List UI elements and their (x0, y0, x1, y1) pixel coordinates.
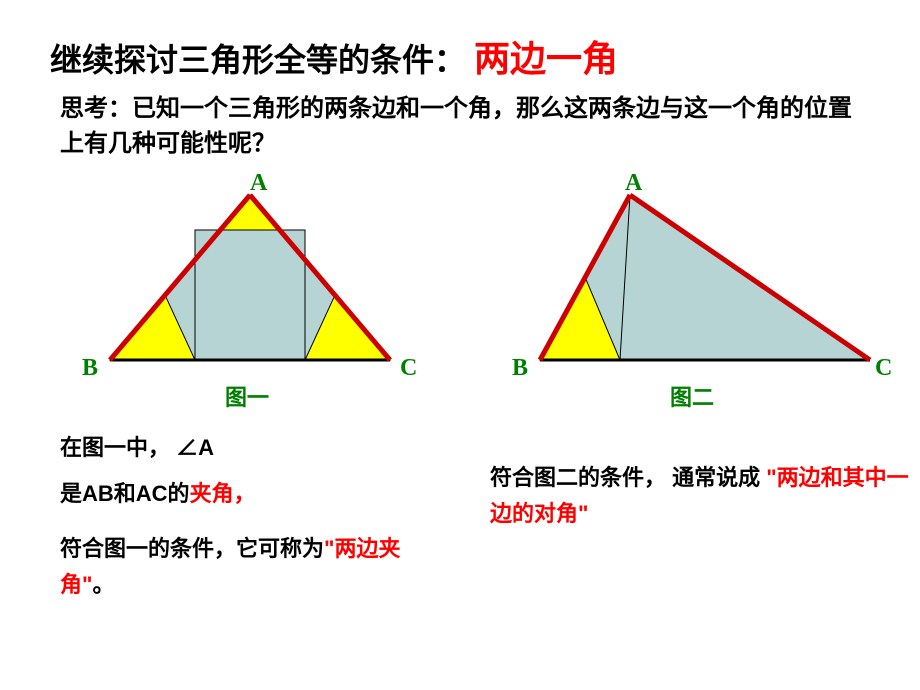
desc1-line1: 在图一中， ∠A (60, 435, 214, 460)
desc-right: 符合图二的条件， 通常说成 "两边和其中一边的对角" (490, 460, 910, 533)
fig2-vertex-b: B (512, 355, 528, 382)
figure-2-svg (510, 180, 890, 380)
desc2-line1a: 符合图二的条件， 通常说成 (490, 465, 760, 490)
fig2-caption: 图二 (670, 380, 714, 412)
desc1-line2a: 是AB和AC的 (60, 481, 190, 506)
fig1-caption: 图一 (225, 380, 269, 412)
page-title: 继续探讨三角形全等的条件： 两边一角 (50, 30, 618, 82)
fig2-vertex-c: C (875, 355, 892, 382)
desc1-line3d: 。 (92, 572, 114, 597)
title-black-part: 继续探讨三角形全等的条件： (50, 35, 466, 81)
desc-left: 在图一中， ∠A 是AB和AC的夹角， 符合图一的条件，它可称为"两边夹角"。 (60, 430, 430, 603)
figure-1: A B C 图一 (80, 180, 440, 385)
fig1-vertex-a: A (250, 170, 267, 197)
desc1-line3b: 它可称为 (236, 536, 324, 561)
title-red-part: 两边一角 (474, 30, 618, 82)
fig2-vertex-a: A (625, 170, 642, 197)
desc1-line2b: 夹角， (190, 481, 256, 506)
fig1-vertex-b: B (82, 355, 98, 382)
desc1-line3a: 符合图一的条件， (60, 536, 236, 561)
figure-2: A B C 图二 (510, 180, 890, 385)
fig1-vertex-c: C (400, 355, 417, 382)
question-text: 思考：已知一个三角形的两条边和一个角，那么这两条边与这一个角的位置上有几种可能性… (60, 92, 870, 162)
figure-1-svg (80, 180, 420, 380)
